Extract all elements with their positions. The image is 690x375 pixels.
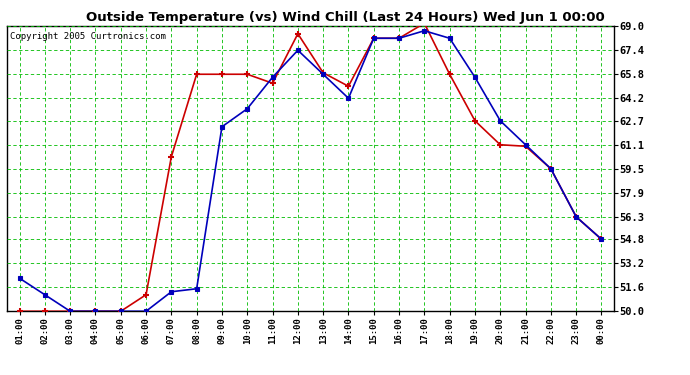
Text: Outside Temperature (vs) Wind Chill (Last 24 Hours) Wed Jun 1 00:00: Outside Temperature (vs) Wind Chill (Las… bbox=[86, 11, 604, 24]
Text: Copyright 2005 Curtronics.com: Copyright 2005 Curtronics.com bbox=[10, 32, 166, 41]
